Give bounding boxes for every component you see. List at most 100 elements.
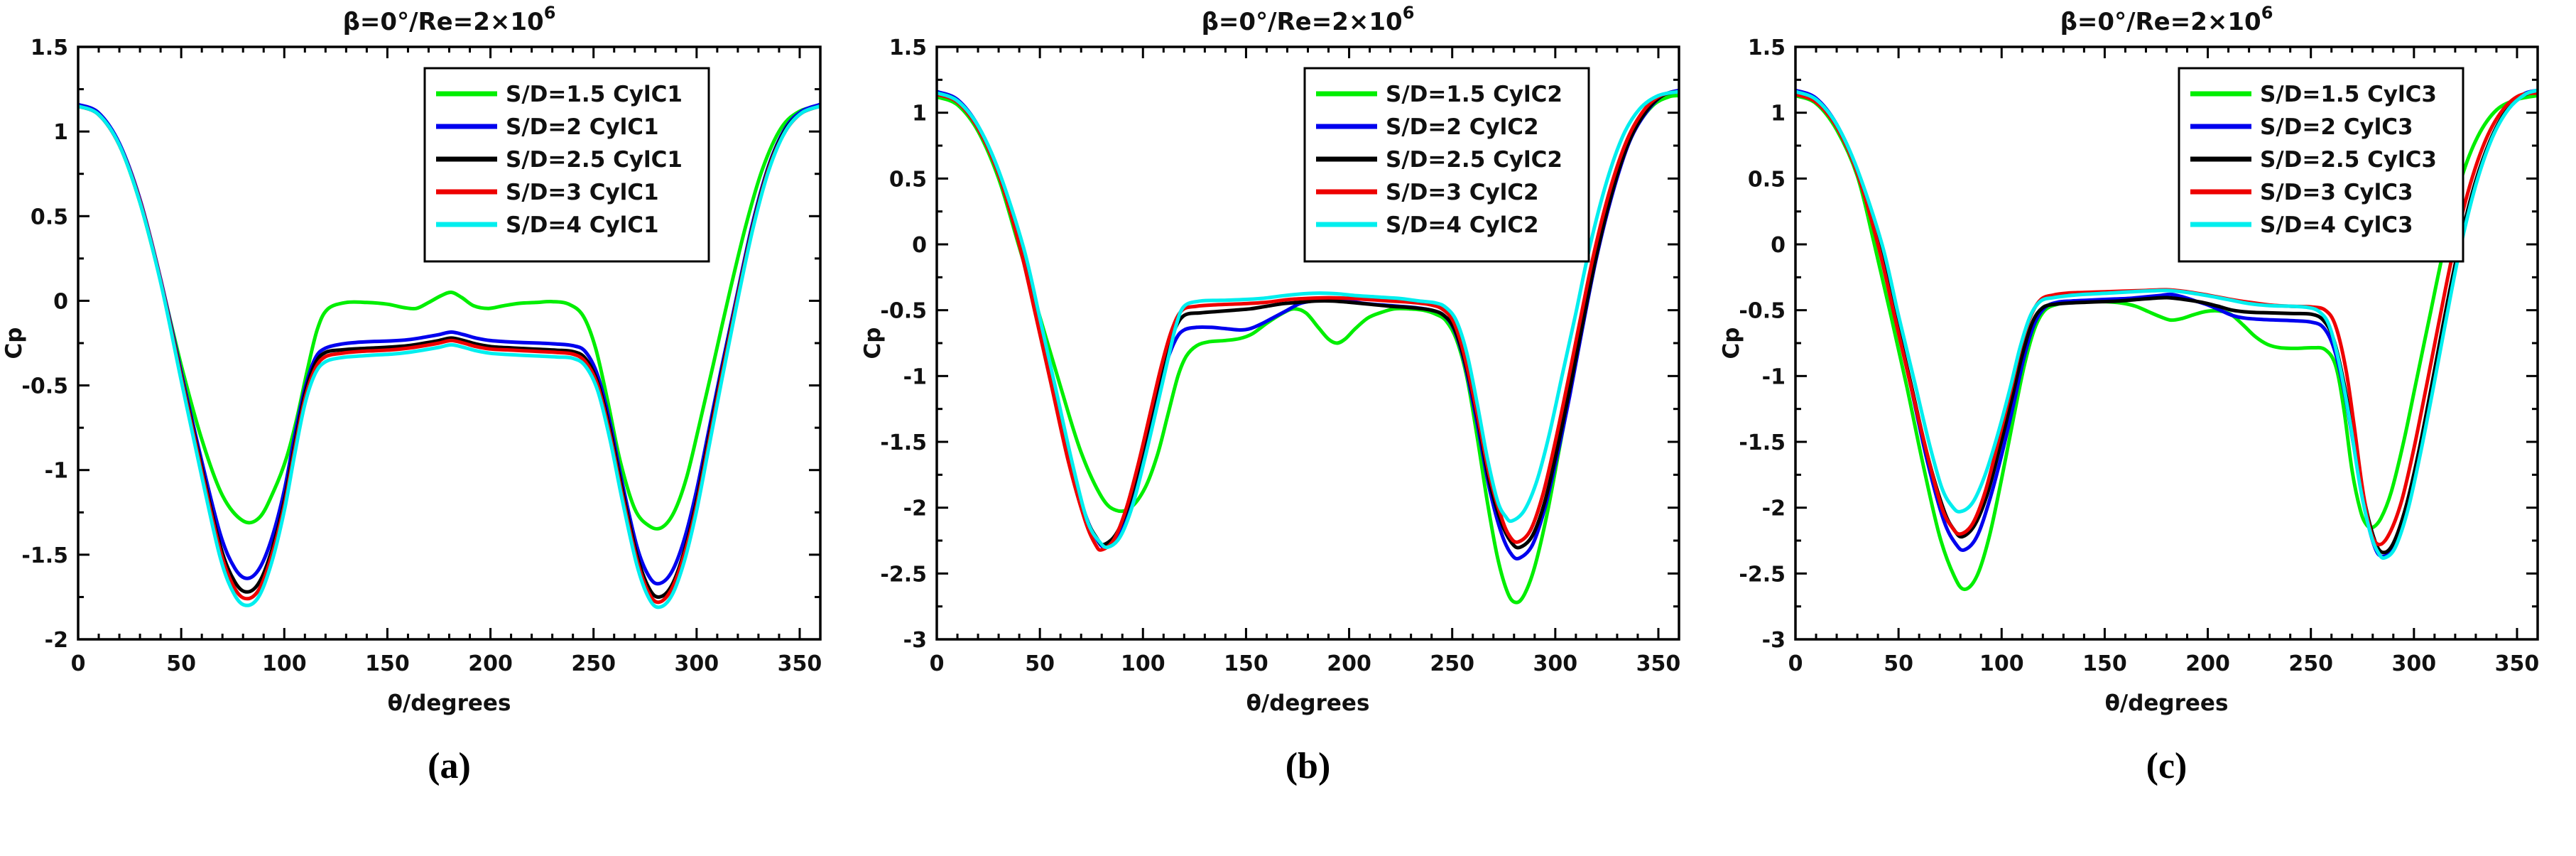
y-axis-label: Cp [1719,327,1744,359]
x-tick-label: 50 [1884,651,1913,676]
chart-title: β=0°/Re=2×106 [1202,3,1415,36]
legend-entry-label: S/D=3 CylC3 [2260,180,2413,205]
series-line [1795,88,2538,560]
legend-entry-label: S/D=4 CylC2 [1386,212,1539,238]
panel-label: (b) [1286,746,1331,786]
panel-label: (a) [428,746,471,786]
legend-entry-label: S/D=1.5 CylC1 [506,82,683,107]
y-tick-label: 1.5 [31,36,68,60]
tick-labels: 0 50 100 150 200 250 300 350 1.5 1 0.5 0 -0.5 -1 -1.5 -… [1739,36,2539,676]
tick-labels: 0 50 100 150 200 250 300 350 1.5 1 0.5 0 -0.5 -1 -1.5 -… [21,36,822,676]
chart-title: β=0°/Re=2×106 [343,3,556,36]
x-tick-label: 200 [2185,651,2230,676]
x-tick-label: 100 [262,651,307,676]
plot-border [935,45,1680,641]
x-tick-label: 0 [930,651,945,676]
panel-a: 0 50 100 150 200 250 300 350 1.5 1 0.5 0 -0.5 -1 -1.5 -… [0,0,859,856]
legend-box [1303,67,1590,263]
legend: S/D=1.5 CylC1 S/D=2 CylC1 S/D=2.5 CylC1 S/D… [423,67,710,263]
x-tick-label: 200 [1327,651,1371,676]
x-tick-label: 350 [778,651,822,676]
y-tick-label: 0.5 [1748,167,1786,192]
series-line [1795,94,2538,592]
x-tick-label: 250 [1430,651,1474,676]
series-line [78,104,820,610]
legend-box [2178,67,2464,263]
x-tick-label: 200 [468,651,513,676]
series-line [937,90,1679,552]
series-line [937,94,1679,605]
x-tick-label: 50 [166,651,196,676]
y-tick-label: 0 [1771,233,1786,258]
chart-b: 0 50 100 150 200 250 300 350 1.5 1 0.5 0 -0.5 -1 -1.5 -… [859,0,1717,856]
legend-entry-label: S/D=2.5 CylC2 [1386,147,1563,173]
series-curves [937,88,1679,605]
x-tick-label: 250 [571,651,616,676]
plot-border [1794,45,2539,641]
y-tick-label: -1 [45,459,68,484]
y-tick-label: -2 [45,628,68,653]
x-tick-label: 150 [2082,651,2127,676]
legend-entry-label: S/D=2 CylC1 [506,114,659,140]
series-line [937,90,1679,550]
legend-entry-label: S/D=1.5 CylC3 [2260,82,2437,107]
panel-b: 0 50 100 150 200 250 300 350 1.5 1 0.5 0 -0.5 -1 -1.5 -… [859,0,1717,856]
x-tick-label: 300 [2392,651,2437,676]
y-tick-label: 1 [912,102,927,126]
y-axis-label: Cp [1,327,27,359]
x-tick-label: 50 [1025,651,1055,676]
y-tick-label: 0.5 [889,167,927,192]
legend-entry-label: S/D=2 CylC2 [1386,114,1539,140]
x-tick-label: 150 [1224,651,1268,676]
x-tick-label: 150 [365,651,410,676]
y-tick-label: -2.5 [1739,562,1786,587]
x-axis-label: θ/degrees [2105,690,2229,716]
y-tick-label: -3 [1762,628,1786,653]
x-tick-label: 0 [1788,651,1803,676]
y-tick-label: -1.5 [880,430,927,455]
y-tick-label: -0.5 [880,299,927,324]
y-tick-label: -3 [903,628,927,653]
x-tick-label: 350 [1636,651,1681,676]
x-tick-label: 100 [1979,651,2024,676]
y-tick-label: -2 [903,497,927,521]
x-axis-label: θ/degrees [388,690,511,716]
legend-entry-label: S/D=3 CylC2 [1386,180,1539,205]
y-tick-label: -1 [903,364,927,389]
plot-border [77,45,822,641]
x-tick-label: 100 [1121,651,1165,676]
legend-entry-label: S/D=4 CylC3 [2260,212,2413,238]
y-tick-label: 0.5 [31,205,68,229]
panel-c: 0 50 100 150 200 250 300 350 1.5 1 0.5 0 -0.5 -1 -1.5 -… [1717,0,2576,856]
y-tick-label: -0.5 [21,374,68,399]
chart-title: β=0°/Re=2×106 [2060,3,2273,36]
x-tick-label: 300 [1533,651,1578,676]
x-tick-label: 0 [71,651,86,676]
y-axis-label: Cp [860,327,886,359]
chart-c: 0 50 100 150 200 250 300 350 1.5 1 0.5 0 -0.5 -1 -1.5 -… [1717,0,2576,856]
x-axis-label: θ/degrees [1246,690,1370,716]
legend: S/D=1.5 CylC2 S/D=2 CylC2 S/D=2.5 CylC2 S/D… [1303,67,1590,263]
y-tick-label: -0.5 [1739,299,1786,324]
y-tick-label: 0 [912,233,927,258]
series-curves [78,102,820,610]
y-tick-label: -2 [1762,497,1786,521]
y-tick-label: 1 [53,120,68,145]
y-tick-label: -1.5 [21,543,68,568]
legend-entry-label: S/D=2 CylC3 [2260,114,2413,140]
y-tick-label: 0 [53,289,68,314]
series-line [78,104,820,531]
y-tick-label: -1.5 [1739,430,1786,455]
legend-box [423,67,710,263]
x-tick-label: 250 [2288,651,2333,676]
y-tick-label: -1 [1762,364,1786,389]
legend-entry-label: S/D=3 CylC1 [506,180,659,205]
legend-entry-label: S/D=2.5 CylC3 [2260,147,2437,173]
x-tick-label: 350 [2495,651,2540,676]
legend: S/D=1.5 CylC3 S/D=2 CylC3 S/D=2.5 CylC3 S/D… [2178,67,2464,263]
panel-label: (c) [2146,746,2188,786]
y-tick-label: -2.5 [880,562,927,587]
legend-entry-label: S/D=1.5 CylC2 [1386,82,1563,107]
series-line [78,102,820,586]
